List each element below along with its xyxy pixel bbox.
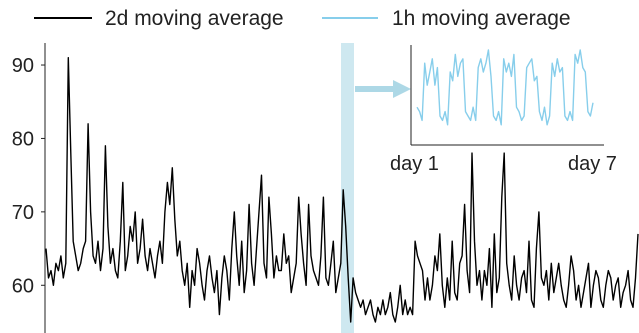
inset-tick-label-start: day 1	[390, 153, 439, 175]
y-ticks: 60 70 80 90	[12, 55, 45, 297]
legend-label-1h: 1h moving average	[392, 7, 571, 30]
inset-chart: day 1 day 7	[390, 45, 617, 175]
series-2d-moving-average	[45, 57, 639, 323]
y-tick-label: 90	[12, 55, 34, 77]
highlight-band	[341, 43, 354, 333]
line-1h-moving-average	[416, 49, 594, 126]
zoom-arrow	[355, 80, 411, 98]
legend: 2d moving average 1h moving average	[34, 7, 571, 30]
y-tick-label: 60	[12, 275, 34, 297]
legend-label-2d: 2d moving average	[105, 7, 284, 30]
inset-tick-label-end: day 7	[568, 153, 617, 175]
line-2d-moving-average	[45, 57, 639, 323]
y-tick-label: 80	[12, 128, 34, 150]
y-tick-label: 70	[12, 202, 34, 224]
series-1h-moving-average	[416, 49, 594, 126]
